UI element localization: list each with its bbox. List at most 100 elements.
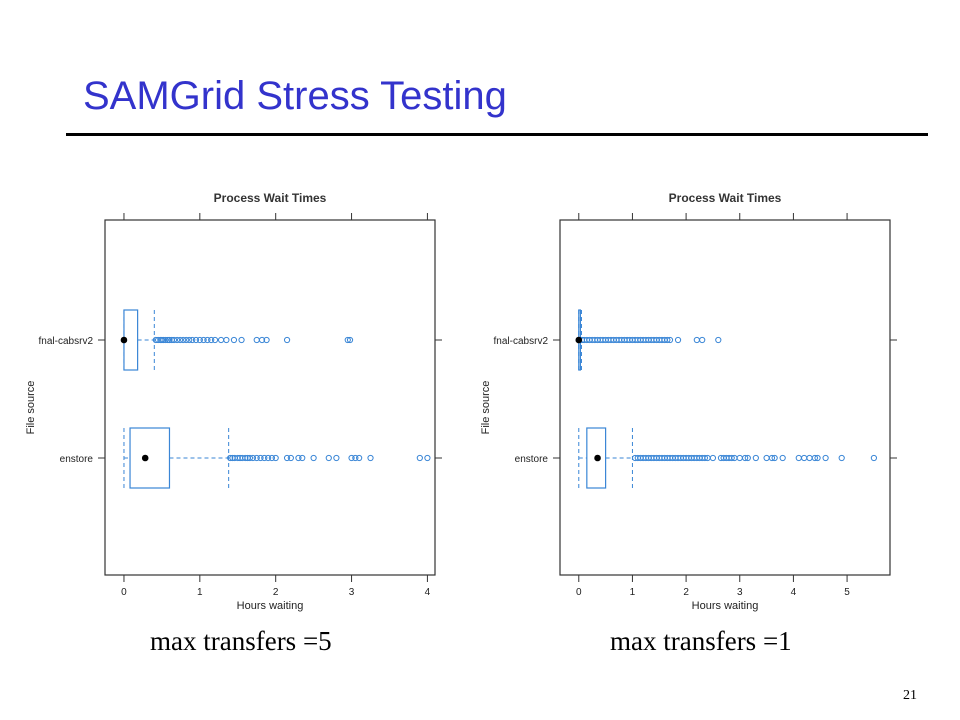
outlier-point — [310, 454, 317, 462]
y-axis-label: File source — [25, 381, 37, 435]
outlier-point — [344, 336, 351, 344]
outlier-point — [424, 454, 431, 462]
outlier-point — [249, 454, 257, 462]
median-point — [120, 336, 128, 344]
outlier-point — [744, 454, 751, 462]
plot-frame — [559, 219, 891, 576]
outlier-point — [666, 336, 674, 344]
outlier-point — [795, 454, 802, 462]
median-point — [575, 336, 583, 344]
outlier-point — [295, 454, 302, 462]
box-iqr — [129, 427, 171, 489]
chart-max-transfers-1: Process Wait Times 0 1 2 3 4 5 fnal-cabsrv2 enst… — [480, 191, 897, 612]
outlier-point — [779, 454, 786, 462]
outlier-point — [200, 336, 207, 344]
y-tick-label: enstore — [60, 454, 94, 465]
outlier-point — [265, 454, 272, 462]
x-tick-label: 1 — [197, 587, 203, 598]
outlier-point — [204, 336, 211, 344]
outlier-point — [242, 454, 249, 462]
x-tick-label: 1 — [630, 587, 636, 598]
title-divider — [66, 133, 928, 136]
outlier-point — [728, 454, 735, 462]
x-tick-label: 3 — [349, 587, 355, 598]
outlier-point — [299, 454, 306, 462]
outlier-point — [822, 454, 829, 462]
outlier-point — [272, 454, 279, 462]
chart-title: Process Wait Times — [669, 191, 782, 205]
x-tick-label: 0 — [576, 587, 582, 598]
y-tick-label: fnal-cabsrv2 — [39, 336, 94, 347]
slide-number: 21 — [903, 688, 917, 703]
outlier-point — [763, 454, 770, 462]
outlier-point — [223, 336, 230, 344]
caption-max-transfers-1: max transfers =1 — [610, 626, 792, 656]
x-tick-label: 4 — [425, 587, 431, 598]
x-tick-label: 2 — [273, 587, 279, 598]
outlier-point — [870, 454, 878, 462]
outlier-point — [230, 336, 238, 344]
outlier-point — [356, 454, 363, 462]
x-axis-label: Hours waiting — [692, 600, 759, 612]
outlier-point — [208, 336, 215, 344]
outlier-point — [238, 336, 245, 344]
y-axis-label: File source — [480, 381, 492, 435]
x-tick-label: 2 — [683, 587, 689, 598]
slide-title: SAMGrid Stress Testing — [83, 74, 507, 118]
outlier-point — [177, 336, 184, 344]
outlier-point — [699, 336, 706, 344]
outlier-point — [325, 454, 332, 462]
median-point — [141, 454, 149, 462]
outlier-point — [160, 336, 167, 344]
outlier-point — [287, 454, 294, 462]
outlier-point — [801, 454, 808, 462]
outlier-point — [246, 454, 253, 462]
outlier-point — [258, 336, 266, 344]
outlier-point — [709, 454, 717, 462]
y-tick-label: enstore — [515, 454, 549, 465]
outlier-point — [768, 454, 776, 462]
outlier-point — [173, 336, 181, 344]
outlier-point — [814, 454, 821, 462]
outlier-point — [283, 454, 291, 462]
outlier-point — [736, 454, 743, 462]
outlier-point — [189, 336, 196, 344]
outlier-point — [183, 336, 190, 344]
outlier-point — [227, 454, 234, 462]
outlier-point — [664, 336, 671, 344]
outlier-point — [192, 336, 200, 344]
outlier-point — [693, 336, 700, 344]
outlier-point — [367, 454, 374, 462]
outlier-point — [752, 454, 759, 462]
chart-max-transfers-5: Process Wait Times 0 1 2 3 4 fnal-cabsrv2 ensto… — [25, 191, 442, 612]
outlier-point — [170, 336, 178, 344]
chart-title: Process Wait Times — [214, 191, 327, 205]
outlier-point — [674, 336, 682, 344]
outlier-point — [162, 336, 169, 344]
outlier-point — [263, 336, 270, 344]
x-tick-label: 4 — [791, 587, 797, 598]
outlier-point — [217, 336, 225, 344]
outlier-point — [180, 336, 187, 344]
outlier-point — [283, 336, 291, 344]
outlier-point — [806, 454, 813, 462]
outlier-point — [352, 454, 359, 462]
outlier-point — [152, 336, 159, 344]
outlier-point — [348, 454, 355, 462]
outlier-point — [811, 454, 818, 462]
caption-max-transfers-5: max transfers =5 — [150, 626, 332, 656]
plot-frame — [104, 219, 436, 576]
outlier-point — [346, 336, 354, 344]
x-tick-label: 0 — [121, 587, 127, 598]
outlier-point — [333, 454, 340, 462]
box-iqr — [586, 427, 607, 489]
outlier-point — [268, 454, 275, 462]
outlier-point — [166, 336, 173, 344]
x-tick-label: 5 — [844, 587, 850, 598]
x-tick-label: 3 — [737, 587, 743, 598]
outlier-point — [701, 454, 708, 462]
outlier-point — [416, 454, 423, 462]
outlier-point — [196, 336, 203, 344]
outlier-point — [742, 454, 749, 462]
outlier-point — [715, 336, 722, 344]
